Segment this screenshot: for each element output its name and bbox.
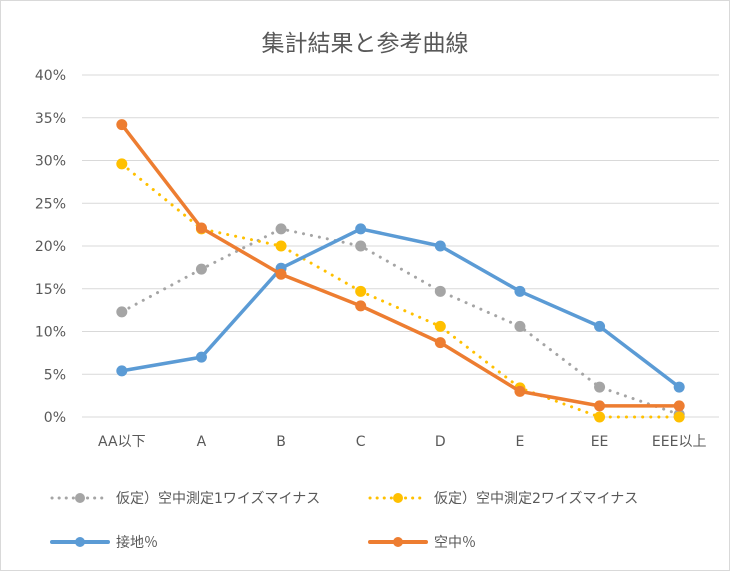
legend-item-series-1: 仮定）空中測定1ワイズマイナス	[50, 488, 320, 508]
legend-item-series-3: 接地％	[50, 532, 158, 552]
y-tick-label: 15%	[35, 282, 66, 298]
legend-marker-orange-line-icon	[368, 537, 428, 547]
y-tick-label: 25%	[35, 196, 66, 212]
x-tick-label: B	[276, 434, 286, 450]
data-point	[594, 400, 606, 412]
x-tick-label: C	[356, 434, 366, 450]
data-point	[355, 240, 367, 252]
x-tick-label: EEE以上	[652, 434, 707, 450]
data-point	[434, 240, 446, 252]
y-tick-label: 5%	[44, 367, 66, 383]
data-point	[434, 285, 446, 297]
data-point	[673, 381, 685, 393]
data-point	[116, 158, 128, 170]
data-point	[275, 268, 287, 280]
legend-item-series-2: 仮定）空中測定2ワイズマイナス	[368, 488, 638, 508]
data-point	[116, 365, 128, 377]
data-point	[195, 351, 207, 363]
x-tick-label: AA以下	[98, 434, 146, 450]
y-tick-label: 10%	[35, 325, 66, 341]
legend-marker-blue-line-icon	[50, 537, 110, 547]
data-point	[434, 337, 446, 349]
legend-label: 仮定）空中測定2ワイズマイナス	[434, 491, 639, 507]
series-line-4	[120, 122, 681, 408]
data-point	[195, 222, 207, 234]
data-point	[116, 306, 128, 318]
data-point	[514, 385, 526, 397]
data-point	[434, 320, 446, 332]
legend-item-series-4: 空中％	[368, 532, 476, 552]
data-point	[195, 263, 207, 275]
y-tick-label: 0%	[44, 410, 66, 426]
legend-marker-gray-dotted-icon	[50, 493, 110, 503]
series-line-2	[120, 162, 681, 419]
legend-marker-yellow-dotted-icon	[368, 493, 428, 503]
data-point	[594, 411, 606, 423]
data-point	[275, 223, 287, 235]
x-tick-label: A	[197, 434, 207, 450]
x-tick-label: E	[516, 434, 525, 450]
data-point	[514, 320, 526, 332]
data-point	[355, 300, 367, 312]
data-point	[673, 400, 685, 412]
legend-label: 空中％	[434, 535, 476, 551]
data-point	[355, 285, 367, 297]
data-point	[116, 119, 128, 131]
y-tick-label: 20%	[35, 239, 66, 255]
x-tick-label: EE	[591, 434, 609, 450]
data-point	[594, 320, 606, 332]
x-tick-label: D	[435, 434, 446, 450]
series-line-3	[120, 227, 681, 389]
legend-label: 接地％	[116, 535, 158, 551]
y-tick-label: 30%	[35, 154, 66, 170]
y-tick-label: 40%	[35, 68, 66, 84]
data-point	[355, 223, 367, 235]
series-line-1	[120, 227, 681, 416]
data-point	[594, 381, 606, 393]
y-tick-label: 35%	[35, 111, 66, 127]
chart-title: 集計結果と参考曲線	[261, 31, 469, 57]
data-point	[275, 240, 287, 252]
data-point	[514, 285, 526, 297]
data-point	[673, 411, 685, 423]
legend-label: 仮定）空中測定1ワイズマイナス	[116, 491, 321, 507]
